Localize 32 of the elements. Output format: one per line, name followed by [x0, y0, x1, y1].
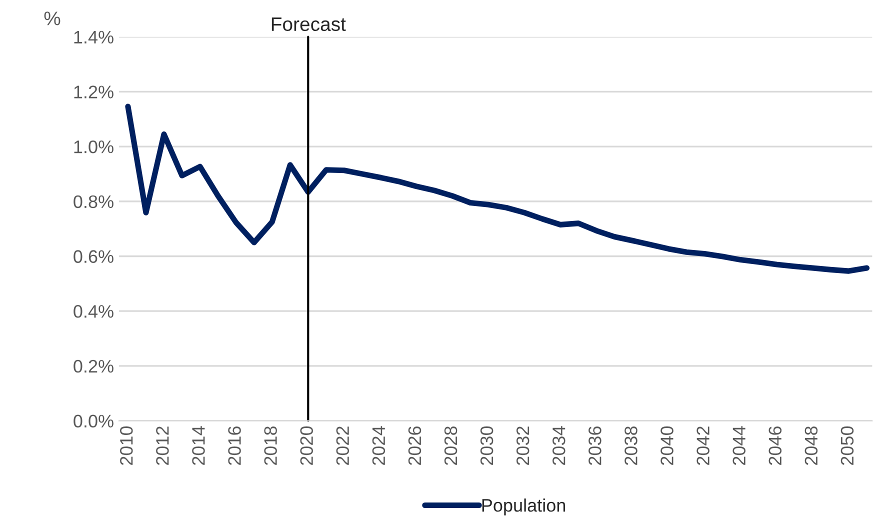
- x-tick-label: 2010: [120, 426, 133, 465]
- x-tick-label: 2020: [300, 426, 313, 465]
- y-tick-label: 1.4%: [74, 30, 114, 44]
- x-tick-label: 2050: [840, 426, 854, 465]
- x-tick-label: 2032: [516, 426, 530, 465]
- ref-line-label: Forecast: [272, 17, 346, 32]
- y-tick-label: 0.4%: [74, 305, 114, 318]
- x-tick-label: 2014: [192, 426, 205, 465]
- x-tick-label: 2048: [804, 426, 818, 465]
- x-tick-label: 2042: [696, 426, 710, 465]
- x-tick-label: 2036: [588, 426, 602, 465]
- x-tick-label: 2012: [156, 426, 169, 465]
- x-tick-label: 2044: [732, 426, 746, 465]
- y-tick-label: 0.6%: [74, 250, 114, 263]
- x-tick-label: 2022: [336, 426, 350, 465]
- y-axis-title: %: [44, 12, 60, 26]
- y-tick-label: 1.2%: [74, 86, 114, 98]
- x-tick-label: 2028: [444, 426, 458, 465]
- y-tick-label: 0.2%: [74, 360, 114, 373]
- x-tick-label: 2016: [228, 426, 241, 465]
- x-tick-label: 2034: [552, 426, 566, 465]
- y-tick-label: 0.0%: [74, 414, 114, 428]
- x-tick-label: 2038: [624, 426, 638, 465]
- y-tick-label: 1.0%: [74, 140, 114, 154]
- y-tick-label: 0.8%: [74, 195, 114, 208]
- x-tick-label: 2024: [372, 426, 386, 465]
- x-tick-label: 2026: [408, 426, 422, 465]
- x-tick-label: 2046: [768, 426, 782, 465]
- x-tick-label: 2040: [660, 426, 674, 465]
- x-tick-label: 2018: [264, 426, 277, 465]
- legend-label: Population: [482, 498, 566, 516]
- x-tick-label: 2030: [480, 426, 494, 465]
